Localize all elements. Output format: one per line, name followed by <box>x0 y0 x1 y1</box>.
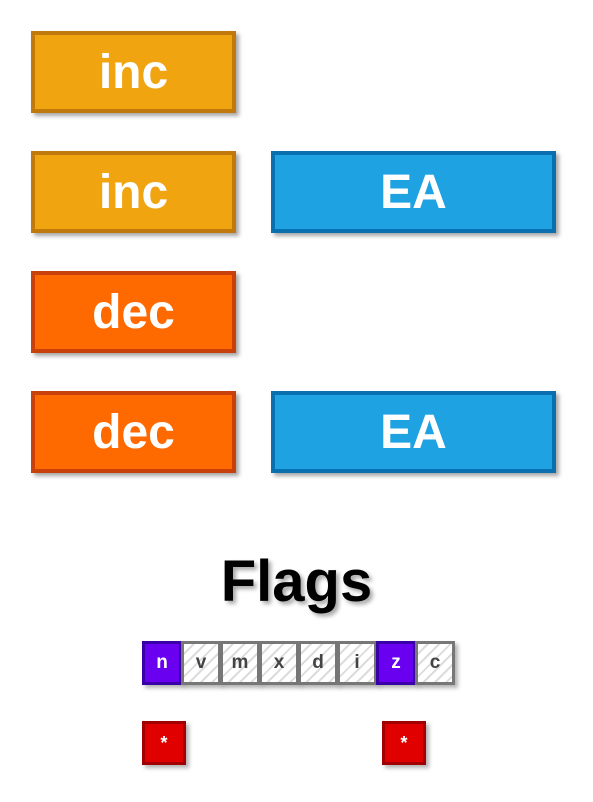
inc-opcode-box: inc <box>31 151 236 233</box>
effective-address-box: EA <box>271 151 556 233</box>
flag-n-affected-marker: * <box>142 721 186 765</box>
flag-n: n <box>142 641 182 685</box>
flag-z-affected-marker: * <box>382 721 426 765</box>
dec-opcode-box: dec <box>31 271 236 353</box>
flag-x: x <box>259 641 299 685</box>
dec-opcode-box: dec <box>31 391 236 473</box>
flag-m: m <box>220 641 260 685</box>
flag-z: z <box>376 641 416 685</box>
flag-register: n v m x d i z c <box>142 641 455 685</box>
flag-i: i <box>337 641 377 685</box>
flags-title: Flags <box>220 549 373 614</box>
flag-d: d <box>298 641 338 685</box>
effective-address-box: EA <box>271 391 556 473</box>
flag-c: c <box>415 641 455 685</box>
inc-opcode-box: inc <box>31 31 236 113</box>
flag-v: v <box>181 641 221 685</box>
